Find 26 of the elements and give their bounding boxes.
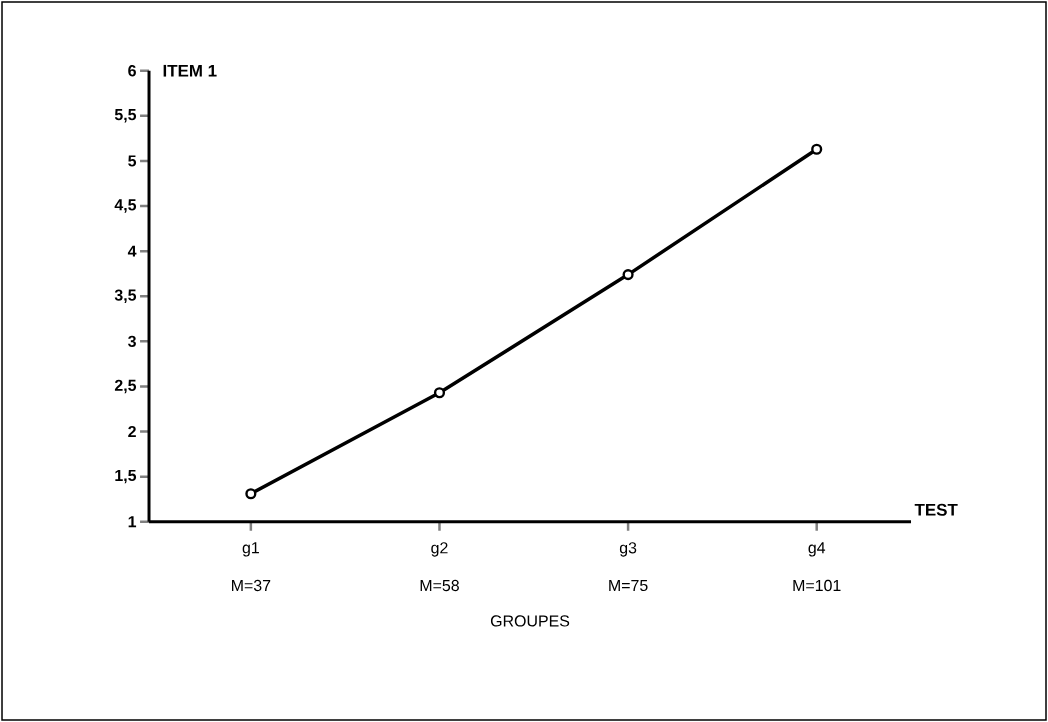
y-tick-label: 5,5	[114, 109, 137, 123]
text: M=58	[420, 579, 459, 592]
point	[433, 387, 446, 399]
text: M=75	[609, 579, 648, 592]
x-axis-title: GROUPES	[490, 615, 570, 627]
point	[811, 143, 823, 155]
y-tick-label: 4	[127, 245, 137, 257]
x-tick-label: g4	[808, 542, 826, 557]
y-tick-label: 2	[128, 425, 136, 438]
y-tick-label: 1	[128, 516, 137, 528]
y-tick-label: 6	[128, 65, 136, 77]
text: M=37	[232, 579, 271, 592]
x-tick-label: g3	[619, 542, 637, 557]
y-tick-label: 4,5	[114, 199, 137, 213]
y-tick-label: 1,5	[115, 469, 137, 484]
y-tick-label: 3,5	[114, 289, 137, 304]
text: TEST	[914, 503, 958, 516]
point	[245, 488, 257, 500]
x-tick-label: g1	[242, 542, 259, 557]
y-tick-label: 2,5	[114, 379, 137, 394]
point	[622, 269, 634, 281]
y-tick-label: 3	[128, 335, 136, 347]
text: M=101	[793, 579, 841, 592]
y-axis-title: ITEM 1	[163, 64, 217, 77]
y-tick-label: 5	[128, 155, 137, 167]
x-tick-label: g2	[431, 542, 448, 557]
